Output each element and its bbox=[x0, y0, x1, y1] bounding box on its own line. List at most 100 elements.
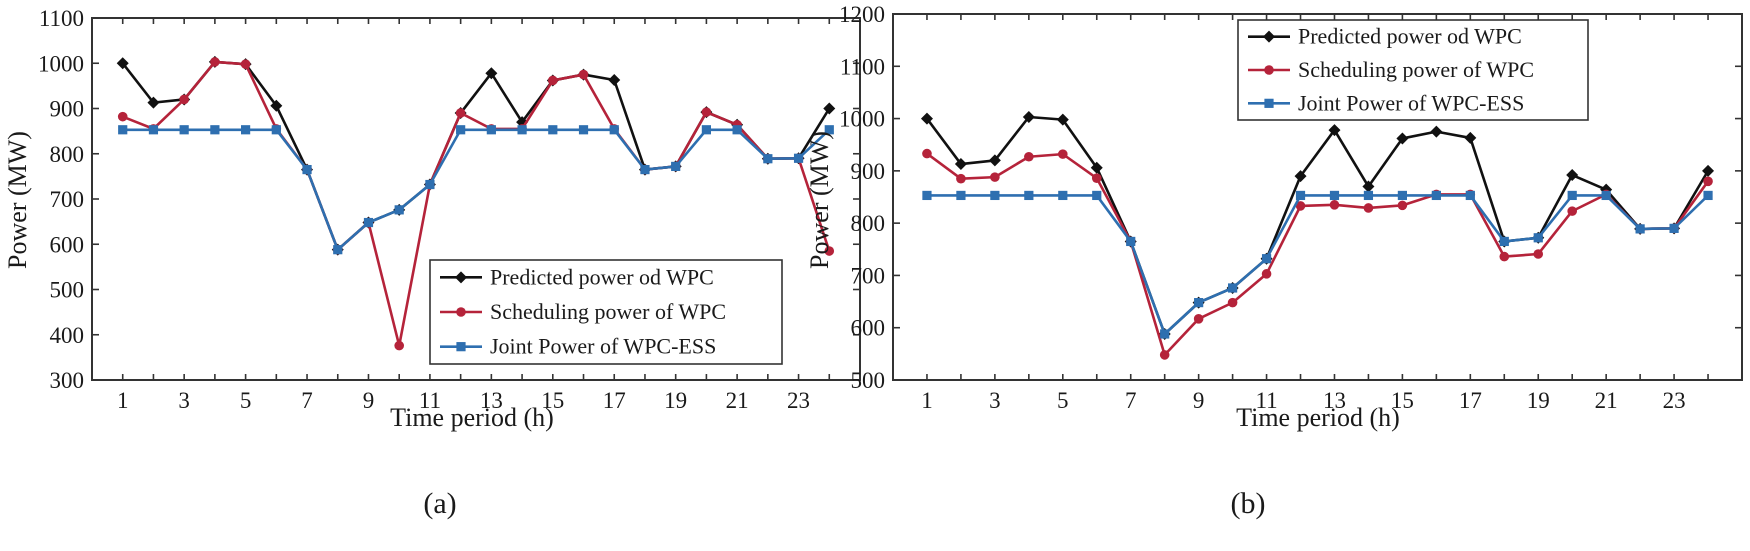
data-point-square bbox=[517, 125, 527, 135]
data-point-square bbox=[1431, 190, 1441, 201]
y-tick-label: 500 bbox=[50, 278, 85, 303]
legend-label: Predicted power od WPC bbox=[1298, 24, 1522, 49]
data-point-diamond bbox=[147, 96, 160, 109]
data-point-diamond bbox=[1294, 170, 1307, 183]
data-point-circle bbox=[990, 172, 1000, 182]
caption-b: (b) bbox=[1231, 487, 1266, 520]
data-point-circle bbox=[1567, 206, 1577, 216]
x-tick-label: 17 bbox=[1459, 388, 1482, 413]
x-axis-title-a: Time period (h) bbox=[390, 403, 554, 432]
data-point-square bbox=[1567, 190, 1577, 201]
data-point-diamond bbox=[1430, 125, 1443, 138]
data-point-square bbox=[425, 179, 435, 190]
data-point-circle bbox=[1363, 203, 1374, 213]
y-tick-label: 300 bbox=[50, 368, 85, 393]
data-point-circle bbox=[1329, 200, 1340, 210]
data-point-square bbox=[486, 125, 496, 135]
data-point-diamond bbox=[920, 112, 933, 125]
legend-marker-diamond bbox=[1263, 30, 1275, 43]
caption-a: (a) bbox=[423, 487, 456, 520]
data-point-square bbox=[701, 125, 711, 135]
data-point-square bbox=[640, 164, 650, 175]
data-point-circle bbox=[1024, 151, 1034, 162]
data-point-square bbox=[956, 190, 966, 201]
x-tick-label: 13 bbox=[1323, 388, 1346, 413]
data-point-circle bbox=[1533, 249, 1544, 259]
x-tick-label: 11 bbox=[419, 388, 441, 413]
data-point-diamond bbox=[1362, 180, 1375, 193]
series-line-diamond bbox=[121, 60, 831, 251]
data-point-square bbox=[578, 125, 589, 135]
x-tick-label: 9 bbox=[363, 388, 375, 413]
series-line-circle bbox=[122, 60, 831, 347]
series-group-b bbox=[920, 111, 1715, 360]
data-point-circle bbox=[1058, 149, 1068, 159]
data-point-circle bbox=[1261, 269, 1272, 279]
axis-ticks-a bbox=[92, 17, 860, 381]
x-tick-label: 21 bbox=[726, 388, 749, 413]
data-point-diamond bbox=[988, 154, 1001, 167]
data-point-square bbox=[1533, 233, 1543, 243]
x-tick-label: 3 bbox=[178, 388, 190, 413]
data-point-diamond bbox=[1328, 124, 1341, 137]
data-point-square bbox=[1669, 223, 1679, 233]
data-point-square bbox=[1194, 298, 1204, 308]
legend-marker-circle bbox=[1264, 65, 1274, 75]
data-point-diamond bbox=[954, 158, 967, 171]
data-point-square bbox=[1397, 190, 1407, 201]
data-point-square bbox=[1261, 254, 1272, 264]
data-point-circle bbox=[1295, 201, 1306, 211]
x-tick-label: 1 bbox=[117, 388, 129, 413]
data-point-square bbox=[1092, 190, 1102, 201]
data-point-square bbox=[271, 125, 281, 135]
data-point-circle bbox=[210, 57, 220, 67]
data-point-circle bbox=[824, 246, 835, 256]
y-tick-label: 900 bbox=[50, 97, 85, 122]
data-point-circle bbox=[455, 108, 466, 118]
y-axis-title-b: Power (MW) bbox=[805, 131, 834, 269]
y-tick-label: 1100 bbox=[840, 54, 885, 79]
data-point-square bbox=[1635, 224, 1645, 234]
data-point-square bbox=[456, 125, 466, 135]
data-point-square bbox=[922, 190, 932, 201]
series-line-circle bbox=[926, 152, 1710, 357]
data-point-square bbox=[1465, 190, 1475, 201]
data-point-diamond bbox=[116, 57, 129, 70]
data-point-square bbox=[1058, 190, 1068, 201]
data-point-square bbox=[824, 125, 834, 135]
data-point-square bbox=[118, 125, 128, 135]
data-point-square bbox=[1363, 190, 1374, 201]
data-point-square bbox=[671, 161, 681, 172]
data-point-square bbox=[1024, 190, 1034, 201]
x-tick-label: 3 bbox=[989, 388, 1001, 413]
legend-label: Joint Power of WPC-ESS bbox=[1298, 90, 1524, 115]
y-tick-label: 1100 bbox=[39, 6, 84, 31]
data-point-circle bbox=[1227, 297, 1238, 308]
data-point-diamond bbox=[608, 73, 621, 86]
y-tick-label: 1000 bbox=[38, 51, 84, 76]
data-point-square bbox=[1228, 283, 1238, 293]
data-point-diamond bbox=[485, 67, 498, 80]
data-point-circle bbox=[1159, 350, 1170, 360]
data-point-circle bbox=[1703, 176, 1713, 187]
data-point-circle bbox=[394, 340, 405, 351]
data-point-square bbox=[609, 125, 619, 135]
axis-ticks-b bbox=[893, 13, 1742, 381]
data-point-diamond bbox=[1566, 169, 1579, 182]
legend-box-a bbox=[429, 259, 783, 365]
data-point-circle bbox=[117, 111, 128, 122]
data-point-square bbox=[1126, 236, 1136, 247]
x-tick-label: 15 bbox=[1391, 388, 1414, 413]
data-point-diamond bbox=[1056, 113, 1069, 126]
series-line-diamond bbox=[925, 115, 1710, 336]
legend-a: Predicted power od WPC Scheduling power o… bbox=[429, 259, 783, 365]
legend-marker-square bbox=[1264, 98, 1274, 108]
data-point-square bbox=[210, 125, 220, 135]
legend-label: Scheduling power of WPC bbox=[1298, 57, 1534, 82]
data-point-square bbox=[394, 205, 404, 215]
x-tick-label: 11 bbox=[1255, 388, 1277, 413]
data-point-circle bbox=[1091, 173, 1102, 183]
series-group-a bbox=[116, 55, 836, 351]
